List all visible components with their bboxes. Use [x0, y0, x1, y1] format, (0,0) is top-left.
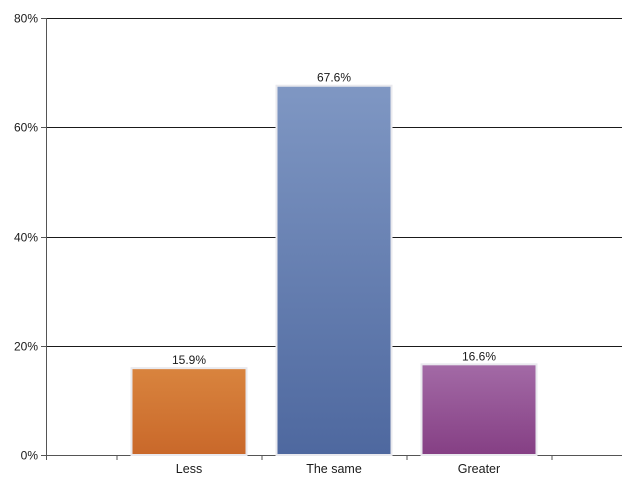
labels: 0% 20% 40% 60% 80% 15.9% Less 67.6% The same 16.6…: [14, 12, 500, 477]
x-tick-label: The same: [306, 462, 362, 476]
y-tick-label: 20%: [14, 340, 38, 354]
bar-the-same: [275, 84, 393, 457]
x-tick-label: Greater: [458, 462, 500, 476]
bar-greater: [420, 363, 538, 457]
y-tick-label: 40%: [14, 231, 38, 245]
data-label: 15.9%: [172, 353, 206, 367]
bar-less: [130, 367, 248, 456]
y-tick-label: 80%: [14, 12, 38, 26]
data-label: 67.6%: [317, 71, 351, 85]
y-tick-label: 0%: [21, 449, 39, 463]
bars: [130, 84, 538, 457]
data-label: 16.6%: [462, 349, 496, 363]
x-tick-label: Less: [176, 462, 202, 476]
y-tick-label: 60%: [14, 121, 38, 135]
